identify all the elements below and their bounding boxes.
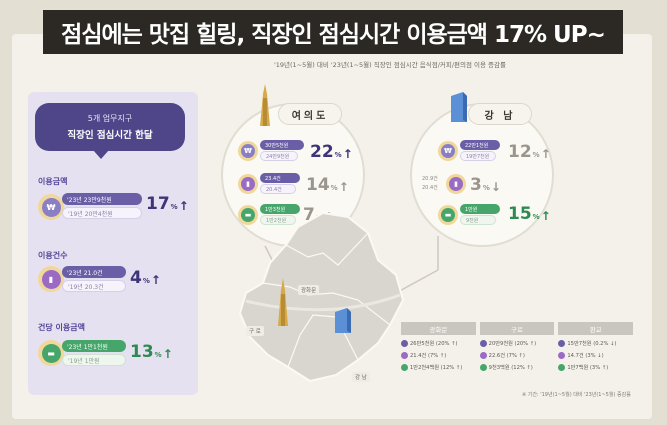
table-header-cell: 광화문 — [401, 322, 476, 335]
subtitle: '19년(1~5월) 대비 '23년(1~5월) 직장인 점심시간 음식점/커피… — [273, 61, 507, 69]
table-cell: 1만7백원 (3% ↑) — [558, 364, 633, 371]
money-coin-icon: ▬ — [238, 205, 258, 225]
gangnam-count-current: 20.9건 — [422, 176, 438, 182]
metric-label-amount: 이용금액 — [38, 177, 68, 186]
map-label-gwanghwamun: 광화문 — [298, 285, 320, 295]
money-coin-icon — [479, 364, 487, 371]
map-gangnam-building-icon — [335, 308, 351, 333]
metric-previous-amount: '19년 20만4천원 — [62, 207, 142, 219]
metric-pct-count: 4% ↑ — [130, 268, 161, 288]
table-cell: 22.6건 (7% ↑) — [479, 352, 555, 359]
metric-pct-per-use: 13% ↑ — [130, 342, 173, 362]
metric-pct-amount: 17% ↑ — [146, 194, 189, 214]
table-cell: 9천3백원 (12% ↑) — [479, 364, 555, 371]
yeouido-amount-current: 30만5천원 — [260, 140, 304, 150]
money-coin-icon — [401, 364, 408, 371]
table-header-cell: 판교 — [558, 322, 634, 335]
table-header-cell: 구로 — [479, 322, 555, 335]
money-coin-icon: ▬ — [38, 340, 64, 366]
table-cell: 1만2천4백원 (12% ↑) — [401, 364, 476, 371]
yeouido-tag: 여의도 — [278, 103, 342, 125]
table-header: 광화문 구로 판교 — [401, 322, 634, 335]
page-title: 점심에는 맛집 힐링, 직장인 점심시간 이용금액 17% UP~ — [61, 22, 606, 48]
bubble-line2: 직장인 점심시간 한달 — [67, 130, 153, 141]
metric-label-per-use: 건당 이용금액 — [38, 323, 85, 332]
table-cell: 15만7천원 (0.2% ↓) — [558, 340, 633, 347]
money-coin-icon: ▬ — [438, 205, 458, 225]
gangnam-per-use-previous: 9천원 — [460, 215, 496, 225]
card-count-icon — [558, 352, 566, 359]
yeouido-tower-icon — [260, 84, 270, 126]
yeouido-count-pct: 14% ↑ — [306, 175, 349, 195]
metric-previous-per-use: '19년 1만원 — [62, 354, 126, 366]
bubble-line1: 5개 업무지구 — [87, 114, 133, 123]
seoul-map — [238, 211, 405, 383]
gangnam-per-use-current: 1만원 — [460, 204, 500, 214]
yeouido-amount-pct: 22% ↑ — [310, 142, 353, 162]
table-row: 1만2천4백원 (12% ↑) 9천3백원 (12% ↑) 1만7백원 (3% … — [401, 364, 633, 371]
gangnam-per-use-pct: 15% ↑ — [508, 204, 551, 224]
gangnam-amount-previous: 19만7천원 — [460, 151, 496, 161]
yeouido-amount-previous: 24만9천원 — [260, 151, 298, 161]
gangnam-tag: 강 남 — [468, 103, 532, 125]
yeouido-count-previous: 20.4건 — [260, 184, 296, 194]
card-count-icon — [479, 352, 487, 359]
gangnam-building-icon — [451, 92, 467, 122]
table-cell: 20만9천원 (20% ↑) — [479, 340, 555, 347]
gangnam-count-previous: 20.4건 — [422, 185, 438, 191]
card-count-icon: ▮ — [446, 174, 466, 194]
gangnam-amount-current: 22만1천원 — [460, 140, 500, 150]
table-cell: 21.4건 (7% ↑) — [401, 352, 476, 359]
gangnam-count-pct: 3% ↓ — [470, 175, 501, 195]
won-coin-icon — [479, 340, 487, 347]
summary-bubble: 5개 업무지구 직장인 점심시간 한달 — [35, 103, 185, 159]
metric-current-count: '23년 21.0건 — [62, 266, 126, 278]
money-coin-icon — [558, 364, 566, 371]
table-row: 21.4건 (7% ↑) 22.6건 (7% ↑) 14.7건 (3% ↓) — [401, 352, 633, 359]
card-count-icon: ▮ — [38, 266, 64, 292]
yeouido-count-current: 23.4건 — [260, 173, 300, 183]
table-cell: 26만5천원 (20% ↑) — [401, 340, 476, 347]
metric-previous-count: '19년 20.3건 — [62, 280, 126, 292]
footnote: ※ 기간: '19년(1~5월) 대비 '23년(1~5월) 증감률 — [522, 392, 631, 398]
title-banner: 점심에는 맛집 힐링, 직장인 점심시간 이용금액 17% UP~ — [43, 10, 623, 54]
yeouido-per-use-current: 1만3천원 — [260, 204, 300, 214]
won-coin-icon: ₩ — [438, 141, 458, 161]
won-coin-icon: ₩ — [238, 141, 258, 161]
won-coin-icon — [558, 340, 566, 347]
map-label-guro: 구 로 — [246, 326, 264, 336]
metric-current-per-use: '23년 1만1천원 — [62, 340, 126, 352]
yeouido-per-use-previous: 1만2천원 — [260, 215, 296, 225]
won-coin-icon: ₩ — [38, 194, 64, 220]
map-label-gangnam: 강 남 — [352, 372, 370, 382]
metric-current-amount: '23년 23만9천원 — [62, 193, 142, 205]
district-table: 광화문 구로 판교 26만5천원 (20% ↑) 20만9천원 (20% ↑) … — [401, 322, 634, 371]
table-cell: 14.7건 (3% ↓) — [558, 352, 633, 359]
table-row: 26만5천원 (20% ↑) 20만9천원 (20% ↑) 15만7천원 (0.… — [401, 340, 633, 347]
metric-label-count: 이용건수 — [38, 251, 68, 260]
card-count-icon: ▮ — [238, 174, 258, 194]
gangnam-amount-pct: 12% ↑ — [508, 142, 551, 162]
card-count-icon — [401, 352, 408, 359]
map-yeouido-tower-icon — [278, 278, 288, 326]
won-coin-icon — [401, 340, 408, 347]
